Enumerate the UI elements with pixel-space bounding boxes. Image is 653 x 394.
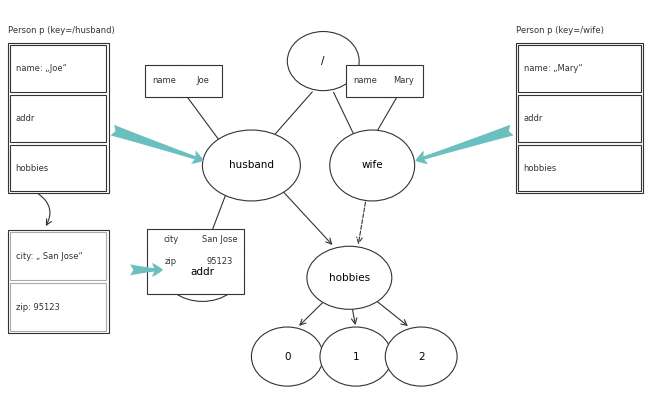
Text: Person p (key=/husband): Person p (key=/husband) [8,26,114,35]
Text: Joe: Joe [197,76,209,85]
Bar [518,145,641,191]
Ellipse shape [202,130,300,201]
Text: San Jose: San Jose [202,235,237,244]
Text: Person p (key=/wife): Person p (key=/wife) [516,26,604,35]
Text: hobbies: hobbies [329,273,370,283]
Bar [145,65,222,97]
Text: zip: zip [165,256,177,266]
Text: hobbies: hobbies [16,164,49,173]
Ellipse shape [287,32,359,91]
Text: Mary: Mary [394,76,414,85]
Text: 0: 0 [284,351,291,362]
Ellipse shape [320,327,392,386]
Bar [8,43,109,193]
Ellipse shape [163,242,242,301]
Ellipse shape [251,327,323,386]
Text: 1: 1 [353,351,359,362]
Ellipse shape [385,327,457,386]
Text: addr: addr [524,114,543,123]
Bar [516,43,643,193]
Bar [10,145,106,191]
Text: 2: 2 [418,351,424,362]
Text: addr: addr [191,267,214,277]
Ellipse shape [307,246,392,309]
Bar [518,45,641,92]
Text: city: „ San Jose“: city: „ San Jose“ [16,252,82,260]
Bar [10,232,106,280]
Text: name: „Joe“: name: „Joe“ [16,64,67,73]
Text: hobbies: hobbies [524,164,557,173]
Bar [10,95,106,141]
Text: /: / [321,56,325,66]
Text: name: name [353,76,377,85]
Ellipse shape [330,130,415,201]
Bar [518,95,641,141]
Text: 95123: 95123 [206,256,232,266]
Bar [10,45,106,92]
Bar [346,65,423,97]
Bar [147,229,244,294]
Text: husband: husband [229,160,274,171]
Bar [10,283,106,331]
Text: addr: addr [16,114,35,123]
Text: wife: wife [361,160,383,171]
Bar [8,230,109,333]
Text: name: „Mary“: name: „Mary“ [524,64,582,73]
Text: zip: 95123: zip: 95123 [16,303,59,312]
Text: name: name [152,76,176,85]
Text: city: city [163,235,179,244]
